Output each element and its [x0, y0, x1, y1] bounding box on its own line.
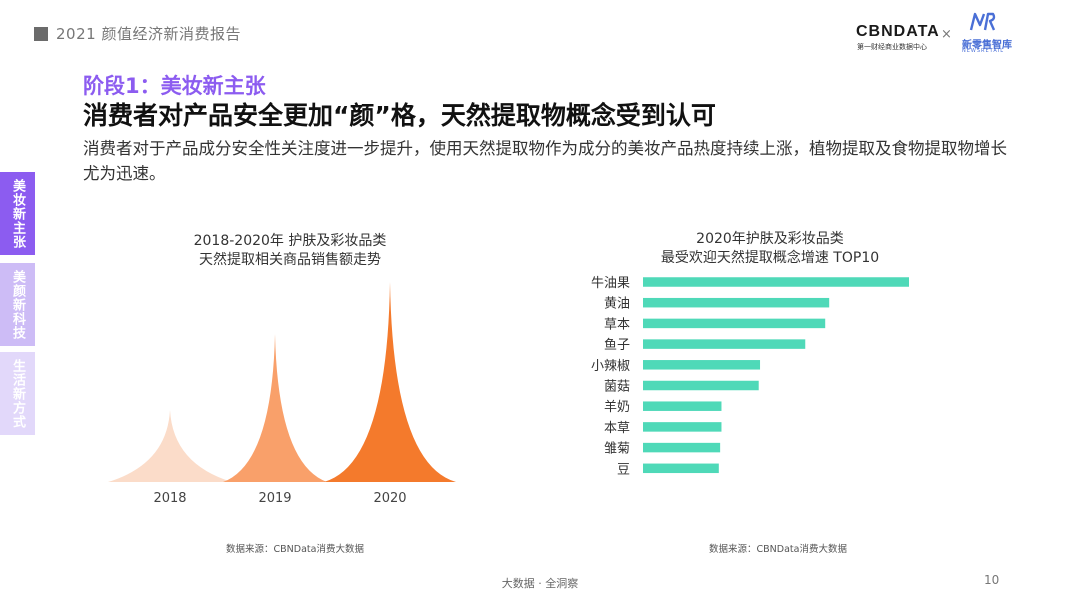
- report-title: 2021 颜值经济新消费报告: [56, 25, 241, 43]
- bar-牛油果: [643, 277, 909, 287]
- right-chart-title-line2: 最受欢迎天然提取概念增速 TOP10: [660, 250, 880, 266]
- x-label-2019: 2019: [258, 491, 291, 506]
- bar-label-本草: 本草: [604, 421, 630, 436]
- x-label-2018: 2018: [153, 491, 186, 506]
- spike-2019: [223, 334, 327, 482]
- description: 消费者对于产品成分安全性关注度进一步提升，使用天然提取物作为成分的美妆产品热度持…: [83, 139, 1007, 183]
- left-chart-title-line1: 2018-2020年 护肤及彩妆品类: [193, 233, 387, 249]
- header-square-icon: [34, 27, 48, 41]
- bar-鱼子: [643, 339, 806, 349]
- side-tab-new-lifestyle[interactable]: 生活新方式: [0, 352, 35, 435]
- bar-label-鱼子: 鱼子: [604, 337, 630, 353]
- bar-黄油: [643, 297, 830, 308]
- x-label-2020: 2020: [373, 491, 406, 506]
- bar-label-菌菇: 菌菇: [604, 380, 630, 395]
- spike-2020: [324, 282, 456, 482]
- bar-小辣椒: [643, 360, 761, 370]
- newretail-logo-text: 新零售智库: [962, 40, 1012, 51]
- right-chart-source: 数据来源：CBNData消费大数据: [709, 544, 847, 555]
- stage-title: 阶段1：美妆新主张: [83, 74, 266, 98]
- right-chart-title-line1: 2020年护肤及彩妆品类: [696, 231, 844, 247]
- side-tab-beauty-tech[interactable]: 美颜新科技: [0, 263, 35, 346]
- newretail-logo-subtitle: NEWSRETAIL: [962, 48, 1004, 54]
- bar-label-黄油: 黄油: [604, 297, 630, 312]
- bar-草本: [643, 318, 826, 329]
- bar-菌菇: [643, 380, 759, 391]
- cbndata-logo: CBNDATA: [856, 23, 940, 40]
- left-spike-chart: 2018 2019 2020: [108, 282, 456, 506]
- bar-label-牛油果: 牛油果: [591, 276, 630, 291]
- cbndata-logo-subtitle: 第一财经商业数据中心: [857, 43, 927, 51]
- right-chart-title: 2020年护肤及彩妆品类 最受欢迎天然提取概念增速 TOP10: [585, 230, 955, 268]
- bar-label-雏菊: 雏菊: [604, 441, 630, 457]
- bar-label-豆: 豆: [617, 462, 630, 477]
- bar-label-羊奶: 羊奶: [604, 399, 630, 415]
- logo-separator: ×: [941, 27, 952, 42]
- bar-雏菊: [643, 442, 721, 453]
- main-title: 消费者对产品安全更加“颜”格，天然提取物概念受到认可: [83, 101, 716, 130]
- side-tab-beauty-proposition[interactable]: 美妆新主张: [0, 172, 35, 255]
- footer-slogan: 大数据 · 全洞察: [501, 577, 579, 590]
- left-chart-title: 2018-2020年 护肤及彩妆品类 天然提取相关商品销售额走势: [110, 232, 470, 270]
- bar-label-草本: 草本: [604, 317, 630, 332]
- bar-label-小辣椒: 小辣椒: [591, 359, 630, 374]
- left-chart-source: 数据来源：CBNData消费大数据: [226, 544, 364, 555]
- page-number: 10: [984, 573, 1000, 587]
- spike-2018: [108, 410, 232, 482]
- newretail-logo-icon: [969, 12, 996, 31]
- bar-豆: [643, 463, 719, 474]
- bar-羊奶: [643, 401, 722, 411]
- left-chart-title-line2: 天然提取相关商品销售额走势: [199, 252, 381, 268]
- bar-本草: [643, 422, 722, 432]
